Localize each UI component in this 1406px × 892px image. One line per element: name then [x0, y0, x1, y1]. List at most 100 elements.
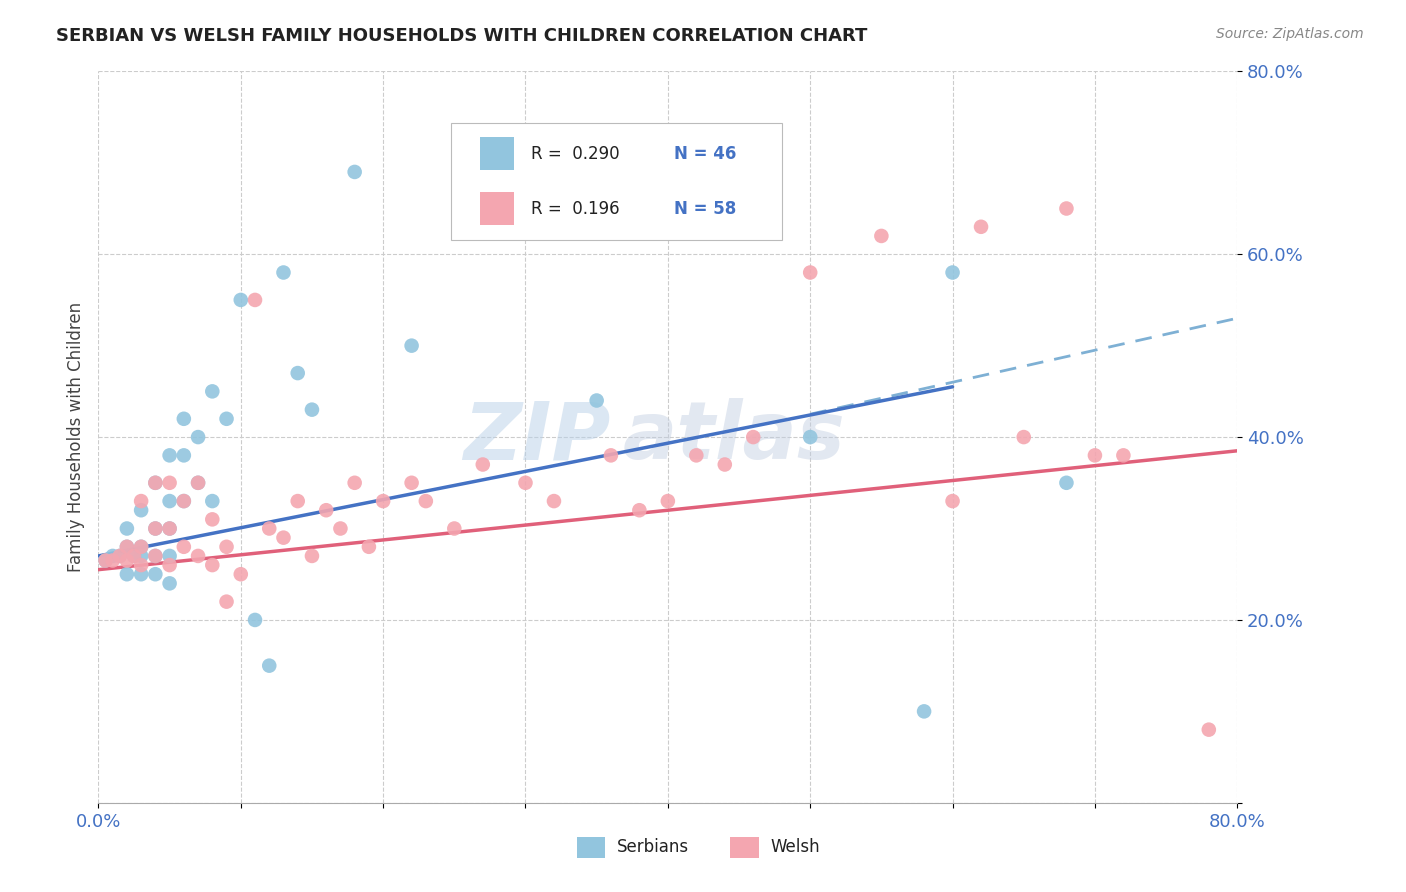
FancyBboxPatch shape — [576, 838, 605, 858]
Point — [101, 553, 124, 567]
Point — [229, 567, 252, 582]
Point — [315, 503, 337, 517]
Point — [215, 412, 238, 426]
Point — [115, 521, 138, 535]
Point — [145, 567, 167, 582]
Point — [373, 494, 395, 508]
Point — [159, 448, 181, 462]
Point — [115, 553, 138, 567]
Point — [1056, 202, 1078, 216]
Point — [101, 549, 124, 563]
Point — [585, 393, 607, 408]
Point — [129, 567, 152, 582]
Point — [942, 266, 965, 280]
Text: Source: ZipAtlas.com: Source: ZipAtlas.com — [1216, 27, 1364, 41]
Point — [799, 430, 821, 444]
Point — [94, 553, 117, 567]
Point — [1012, 430, 1035, 444]
Point — [94, 553, 117, 567]
Text: atlas: atlas — [623, 398, 845, 476]
Point — [243, 293, 266, 307]
Point — [243, 613, 266, 627]
Point — [1112, 448, 1135, 462]
Point — [714, 458, 737, 472]
Point — [287, 494, 309, 508]
Point — [273, 266, 295, 280]
Point — [259, 658, 281, 673]
Point — [329, 521, 352, 535]
Point — [115, 540, 138, 554]
Point — [145, 475, 167, 490]
Point — [357, 540, 380, 554]
Point — [1056, 475, 1078, 490]
Point — [145, 549, 167, 563]
Point — [173, 494, 195, 508]
Point — [187, 475, 209, 490]
Point — [187, 549, 209, 563]
Point — [145, 475, 167, 490]
FancyBboxPatch shape — [451, 122, 782, 240]
Point — [215, 594, 238, 608]
Point — [543, 494, 565, 508]
Text: ZIP: ZIP — [464, 398, 612, 476]
Point — [159, 576, 181, 591]
Point — [108, 549, 131, 563]
Point — [215, 540, 238, 554]
Point — [912, 705, 935, 719]
Point — [159, 494, 181, 508]
Point — [129, 540, 152, 554]
Point — [187, 475, 209, 490]
Point — [229, 293, 252, 307]
Point — [301, 402, 323, 417]
Point — [129, 549, 152, 563]
Point — [471, 458, 494, 472]
Point — [1084, 448, 1107, 462]
Point — [600, 448, 623, 462]
Point — [742, 430, 765, 444]
Text: Serbians: Serbians — [617, 838, 689, 855]
Point — [201, 494, 224, 508]
Point — [187, 430, 209, 444]
FancyBboxPatch shape — [479, 192, 515, 225]
Text: R =  0.196: R = 0.196 — [531, 200, 620, 218]
Point — [145, 521, 167, 535]
Point — [145, 549, 167, 563]
Point — [115, 567, 138, 582]
Point — [159, 521, 181, 535]
FancyBboxPatch shape — [731, 838, 759, 858]
Point — [108, 549, 131, 563]
Point — [122, 549, 145, 563]
Text: SERBIAN VS WELSH FAMILY HOUSEHOLDS WITH CHILDREN CORRELATION CHART: SERBIAN VS WELSH FAMILY HOUSEHOLDS WITH … — [56, 27, 868, 45]
Point — [301, 549, 323, 563]
Point — [970, 219, 993, 234]
Text: R =  0.290: R = 0.290 — [531, 145, 620, 162]
Point — [343, 475, 366, 490]
Point — [401, 475, 423, 490]
Point — [515, 475, 537, 490]
Point — [1198, 723, 1220, 737]
Point — [159, 549, 181, 563]
Point — [628, 503, 651, 517]
Point — [115, 540, 138, 554]
Y-axis label: Family Households with Children: Family Households with Children — [66, 302, 84, 572]
Point — [870, 229, 893, 244]
Point — [443, 521, 465, 535]
Point — [201, 384, 224, 399]
Point — [201, 512, 224, 526]
Point — [173, 448, 195, 462]
Point — [942, 494, 965, 508]
Point — [415, 494, 437, 508]
Point — [129, 494, 152, 508]
Point — [343, 165, 366, 179]
Point — [173, 494, 195, 508]
Point — [401, 338, 423, 352]
Point — [273, 531, 295, 545]
Text: N = 58: N = 58 — [673, 200, 735, 218]
Point — [173, 540, 195, 554]
Point — [159, 475, 181, 490]
Point — [657, 494, 679, 508]
Point — [122, 549, 145, 563]
Text: Welsh: Welsh — [770, 838, 820, 855]
Point — [159, 521, 181, 535]
Point — [129, 540, 152, 554]
